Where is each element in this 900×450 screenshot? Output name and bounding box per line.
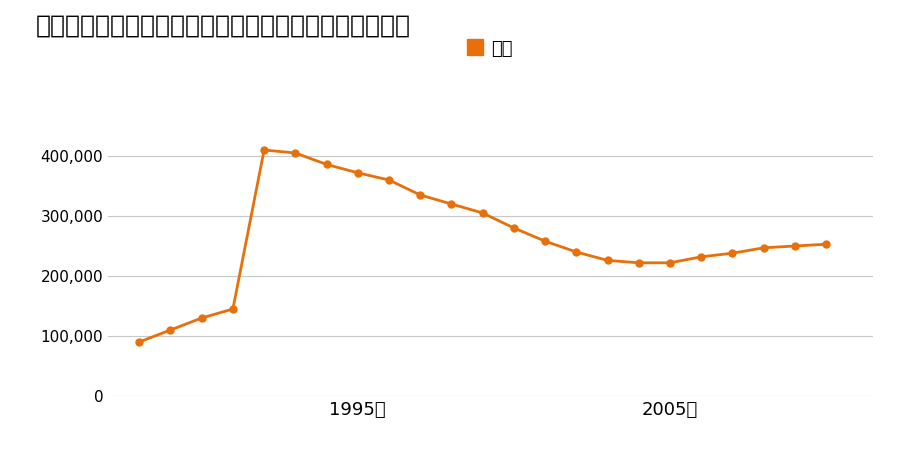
Legend: 価格: 価格: [461, 32, 520, 65]
Text: 神奈川県川崎市多摩区南生田１丁目１０番７の地価推移: 神奈川県川崎市多摩区南生田１丁目１０番７の地価推移: [36, 14, 411, 37]
